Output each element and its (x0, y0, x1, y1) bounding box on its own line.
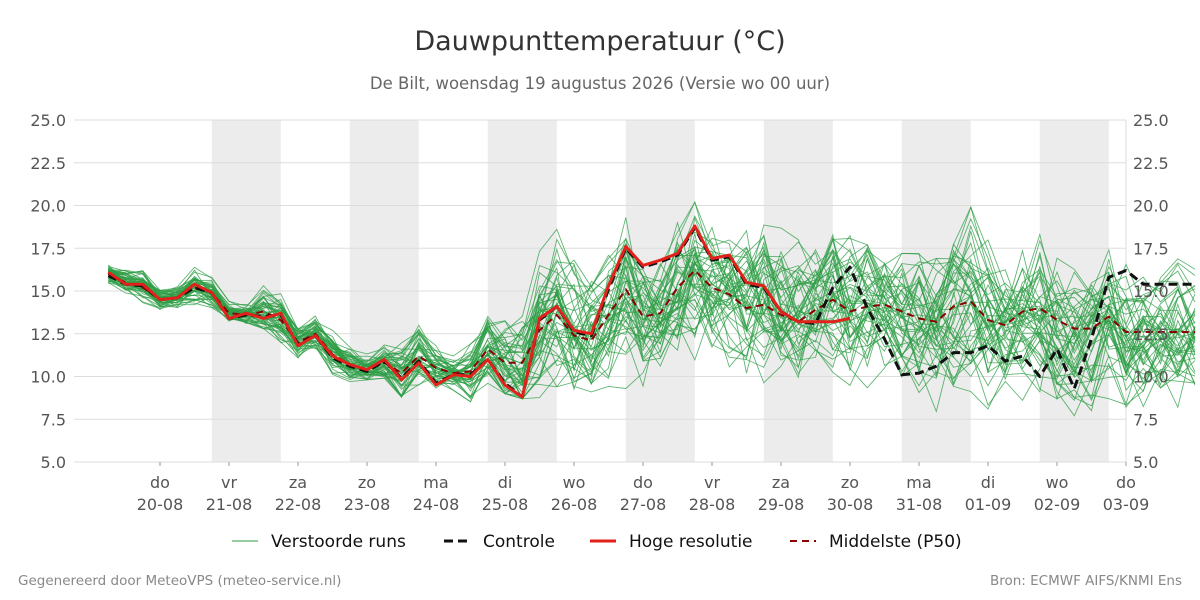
x-tick-date: 03-09 (1103, 495, 1150, 514)
ensemble-member-line (108, 254, 1196, 398)
y-tick-left: 10.0 (30, 368, 66, 387)
x-tick-day: di (981, 473, 996, 492)
x-tick-date: 23-08 (344, 495, 391, 514)
y-tick-left: 5.0 (41, 453, 66, 472)
y-tick-right: 17.5 (1133, 239, 1169, 258)
y-axis-ticks: 5.0 5.0 7.5 7.5 10.0 10.0 12.5 12.5 15.0 15.0 17.5… (30, 111, 1168, 472)
y-tick-right: 22.5 (1133, 154, 1169, 173)
ensemble-member-line (107, 257, 1196, 400)
x-tick-day: ma (423, 473, 448, 492)
footer-credit: Gegenereerd door MeteoVPS (meteo-service… (18, 573, 341, 589)
legend-label-members: Verstoorde runs (271, 532, 406, 552)
ensemble-member-line (108, 246, 1196, 377)
y-tick-right: 15.0 (1133, 282, 1169, 301)
x-tick-date: 01-09 (965, 495, 1012, 514)
y-tick-right: 20.0 (1133, 197, 1169, 216)
x-tick-date: 26-08 (551, 495, 598, 514)
ensemble-member-line (108, 266, 1196, 413)
y-tick-left: 17.5 (30, 239, 66, 258)
y-tick-left: 12.5 (30, 325, 66, 344)
y-tick-right: 10.0 (1133, 368, 1169, 387)
ensemble-member-line (108, 257, 1196, 386)
grid-lines (74, 119, 1127, 463)
x-tick-day: za (289, 473, 307, 492)
footer-source: Bron: ECMWF AIFS/KNMI Ens (990, 573, 1182, 589)
y-tick-left: 15.0 (30, 282, 66, 301)
x-tick-day: do (633, 473, 653, 492)
x-tick-date: 31-08 (896, 495, 943, 514)
hires-line (107, 224, 851, 399)
y-tick-left: 22.5 (30, 154, 66, 173)
ensemble-member-line (108, 263, 1196, 387)
y-tick-right: 7.5 (1133, 410, 1158, 429)
x-axis-ticks: do 20-08 vr 21-08 za 22-08 zo 23-08 ma 24-08 di 25-… (137, 462, 1150, 514)
legend-label-hires: Hoge resolutie (629, 532, 753, 552)
chart-subtitle: De Bilt, woensdag 19 augustus 2026 (Vers… (370, 74, 830, 93)
legend-label-control: Controle (483, 532, 555, 552)
ensemble-members (107, 200, 1196, 417)
legend: Verstoorde runs Controle Hoge resolutie … (232, 532, 962, 552)
x-tick-date: 27-08 (620, 495, 667, 514)
x-tick-day: di (498, 473, 513, 492)
x-tick-date: 25-08 (482, 495, 529, 514)
x-tick-date: 30-08 (827, 495, 874, 514)
y-tick-left: 20.0 (30, 197, 66, 216)
legend-label-median: Middelste (P50) (829, 532, 962, 552)
ensemble-member-line (107, 220, 1196, 386)
x-tick-date: 02-09 (1034, 495, 1081, 514)
x-tick-day: do (150, 473, 170, 492)
x-tick-day: vr (704, 473, 720, 492)
x-tick-day: wo (563, 473, 586, 492)
y-tick-right: 25.0 (1133, 111, 1169, 130)
chart-title: Dauwpunttemperatuur (°C) (414, 26, 785, 57)
ensemble-member-line (108, 254, 1196, 400)
y-tick-left: 7.5 (41, 410, 66, 429)
x-tick-date: 28-08 (689, 495, 736, 514)
ensemble-member-line (108, 234, 1196, 397)
x-tick-day: zo (358, 473, 376, 492)
x-tick-date: 29-08 (758, 495, 805, 514)
y-tick-right: 12.5 (1133, 325, 1169, 344)
x-tick-date: 24-08 (413, 495, 460, 514)
main-series (107, 224, 1195, 399)
y-tick-right: 5.0 (1133, 453, 1158, 472)
x-tick-day: do (1116, 473, 1136, 492)
x-tick-day: wo (1046, 473, 1069, 492)
ensemble-member-line (108, 237, 1196, 403)
x-tick-day: ma (906, 473, 931, 492)
x-tick-date: 22-08 (275, 495, 322, 514)
x-tick-date: 21-08 (206, 495, 253, 514)
x-tick-date: 20-08 (137, 495, 184, 514)
y-tick-left: 25.0 (30, 111, 66, 130)
x-tick-day: za (772, 473, 790, 492)
x-tick-day: zo (841, 473, 859, 492)
x-tick-day: vr (221, 473, 237, 492)
